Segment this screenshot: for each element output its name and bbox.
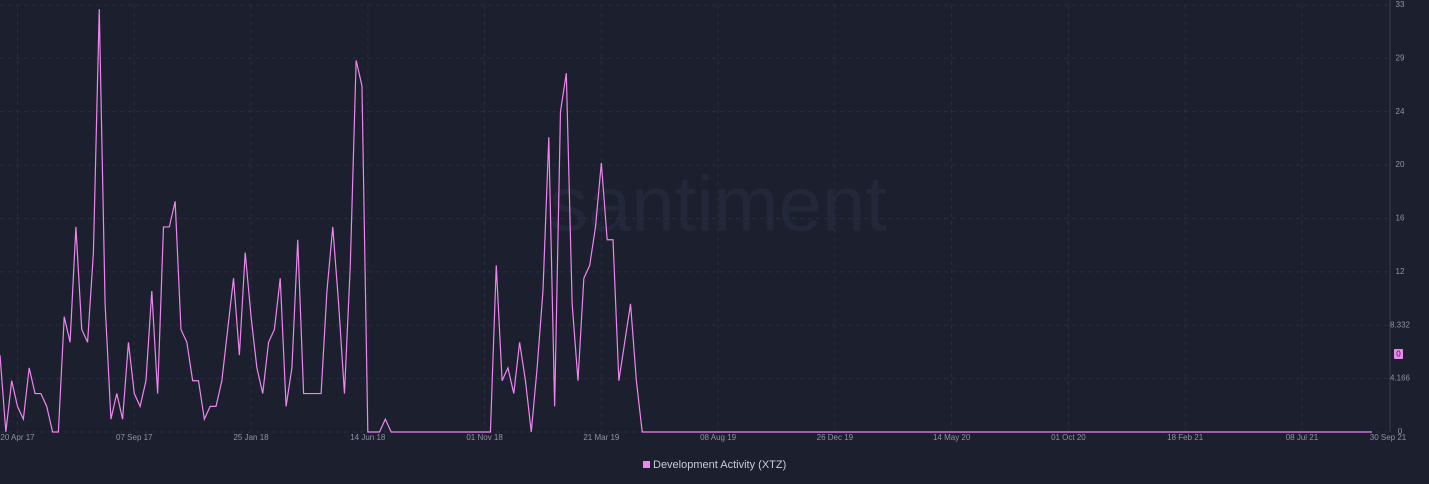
y-tick-label: 29 [1396,53,1405,62]
x-tick-label: 14 Jun 18 [350,433,386,442]
y-tick-label: 8.332 [1390,320,1411,329]
value-badge: 0 [1396,350,1401,359]
x-tick-label: 25 Jan 18 [233,433,269,442]
y-tick-label: 33 [1396,0,1405,9]
x-tick-label: 21 Mar 19 [583,433,620,442]
y-tick-label: 0 [1398,427,1403,436]
y-tick-label: 12 [1396,267,1405,276]
x-tick-label: 20 Apr 17 [0,433,35,442]
legend-label: Development Activity (XTZ) [653,459,786,471]
x-tick-label: 08 Jul 21 [1286,433,1319,442]
plot: 0 4.166 8.332 12 16 20 24 29 33 20 Apr 17 07 Sep 1… [0,0,1411,442]
y-tick-label: 20 [1396,160,1405,169]
value-badge-bg [1394,349,1403,359]
watermark: santiment [549,160,887,248]
x-tick-label: 01 Nov 18 [466,433,503,442]
y-tick-label: 24 [1396,107,1405,116]
x-tick-label: 08 Aug 19 [700,433,737,442]
legend-swatch [643,461,650,468]
y-tick-label: 4.166 [1390,374,1411,383]
line-series [0,9,1372,433]
x-tick-label: 07 Sep 17 [116,433,153,442]
x-tick-label: 26 Dec 19 [817,433,854,442]
y-tick-label: 16 [1396,214,1405,223]
x-tick-label: 18 Feb 21 [1167,433,1204,442]
x-tick-label: 14 May 20 [933,433,971,442]
x-tick-label: 01 Oct 20 [1051,433,1086,442]
x-tick-label: 30 Sep 21 [1370,433,1407,442]
